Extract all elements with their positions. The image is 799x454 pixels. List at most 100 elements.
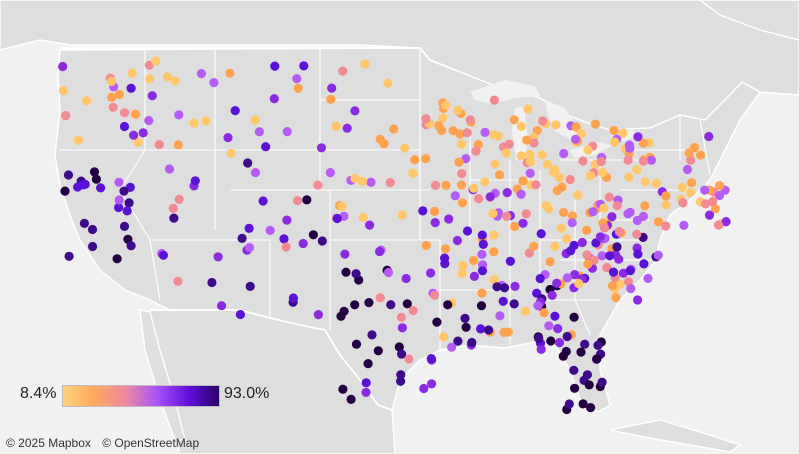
- location-point-444[interactable]: [704, 210, 715, 220]
- location-point-338[interactable]: [610, 137, 620, 147]
- location-point-93[interactable]: [217, 301, 227, 311]
- location-point-89[interactable]: [298, 238, 308, 249]
- location-point-342[interactable]: [576, 129, 586, 139]
- location-point-458[interactable]: [607, 212, 617, 222]
- location-point-82[interactable]: [279, 234, 289, 244]
- location-point-154[interactable]: [363, 359, 373, 369]
- location-point-126[interactable]: [358, 176, 368, 186]
- location-point-22[interactable]: [114, 177, 124, 187]
- location-point-8[interactable]: [73, 135, 83, 145]
- location-point-220[interactable]: [474, 194, 484, 204]
- location-point-203[interactable]: [453, 105, 463, 115]
- location-point-286[interactable]: [499, 283, 510, 293]
- location-point-321[interactable]: [531, 180, 541, 190]
- location-point-104[interactable]: [360, 59, 370, 69]
- location-point-209[interactable]: [525, 157, 536, 167]
- location-point-392[interactable]: [608, 281, 618, 291]
- location-point-282[interactable]: [443, 300, 453, 310]
- location-point-111[interactable]: [350, 106, 360, 116]
- location-point-323[interactable]: [559, 207, 569, 217]
- location-point-336[interactable]: [623, 155, 633, 165]
- location-point-400[interactable]: [633, 295, 643, 305]
- location-point-253[interactable]: [457, 198, 468, 208]
- location-point-490[interactable]: [582, 370, 593, 380]
- location-point-299[interactable]: [477, 288, 487, 298]
- location-point-173[interactable]: [364, 298, 374, 308]
- location-point-206[interactable]: [434, 121, 444, 131]
- location-point-242[interactable]: [450, 191, 460, 201]
- location-point-302[interactable]: [533, 301, 543, 311]
- location-point-339[interactable]: [516, 189, 526, 199]
- location-point-300[interactable]: [495, 311, 505, 321]
- location-point-210[interactable]: [480, 127, 490, 137]
- location-point-316[interactable]: [529, 138, 539, 148]
- location-point-88[interactable]: [317, 236, 327, 246]
- location-point-427[interactable]: [695, 150, 706, 160]
- location-point-169[interactable]: [427, 379, 437, 389]
- location-point-99[interactable]: [313, 310, 323, 320]
- location-point-122[interactable]: [365, 220, 375, 230]
- location-point-121[interactable]: [408, 168, 418, 178]
- location-point-166[interactable]: [404, 354, 414, 364]
- location-point-415[interactable]: [632, 165, 642, 175]
- location-point-445[interactable]: [714, 190, 725, 201]
- location-point-140[interactable]: [426, 268, 436, 278]
- location-point-385[interactable]: [566, 246, 576, 256]
- location-point-44[interactable]: [73, 182, 83, 192]
- location-point-483[interactable]: [576, 347, 586, 357]
- location-point-86[interactable]: [243, 158, 253, 168]
- location-point-47[interactable]: [196, 69, 206, 79]
- location-point-35[interactable]: [89, 167, 100, 177]
- location-point-136[interactable]: [397, 210, 407, 220]
- location-point-100[interactable]: [281, 242, 291, 252]
- location-point-102[interactable]: [158, 250, 168, 260]
- location-point-132[interactable]: [430, 218, 440, 228]
- location-point-43[interactable]: [112, 254, 122, 264]
- data-points-layer[interactable]: [58, 56, 731, 415]
- location-point-71[interactable]: [313, 180, 323, 190]
- location-point-198[interactable]: [501, 148, 511, 158]
- location-point-50[interactable]: [293, 83, 303, 93]
- location-point-434[interactable]: [638, 211, 649, 221]
- location-point-117[interactable]: [410, 155, 420, 165]
- location-point-31[interactable]: [64, 251, 74, 261]
- location-point-270[interactable]: [477, 266, 488, 276]
- location-point-472[interactable]: [614, 254, 624, 264]
- location-point-232[interactable]: [478, 239, 488, 249]
- location-point-317[interactable]: [624, 172, 634, 182]
- location-point-443[interactable]: [713, 220, 724, 230]
- location-point-243[interactable]: [485, 192, 495, 202]
- location-point-180[interactable]: [438, 113, 448, 123]
- location-point-391[interactable]: [567, 218, 577, 228]
- location-point-208[interactable]: [465, 115, 475, 125]
- location-point-414[interactable]: [661, 221, 671, 231]
- location-point-378[interactable]: [562, 234, 572, 244]
- location-point-420[interactable]: [679, 220, 689, 230]
- location-point-288[interactable]: [467, 337, 477, 348]
- location-point-165[interactable]: [397, 349, 407, 359]
- location-point-263[interactable]: [469, 271, 479, 281]
- location-point-482[interactable]: [569, 365, 579, 375]
- location-point-477[interactable]: [632, 229, 642, 239]
- location-point-11[interactable]: [129, 130, 139, 140]
- location-point-230[interactable]: [502, 188, 512, 198]
- location-point-145[interactable]: [396, 370, 406, 380]
- location-point-455[interactable]: [700, 185, 710, 195]
- location-point-20[interactable]: [108, 102, 118, 112]
- location-point-295[interactable]: [553, 324, 563, 334]
- location-point-456[interactable]: [612, 201, 622, 211]
- location-point-27[interactable]: [60, 186, 70, 196]
- location-point-457[interactable]: [661, 191, 671, 201]
- location-point-258[interactable]: [554, 338, 565, 348]
- location-point-470[interactable]: [626, 284, 636, 294]
- location-point-130[interactable]: [358, 212, 368, 223]
- location-point-362[interactable]: [550, 165, 560, 175]
- mapbox-attribution-link[interactable]: © 2025 Mapbox: [6, 436, 91, 450]
- location-point-63[interactable]: [225, 68, 235, 78]
- location-point-191[interactable]: [421, 114, 431, 124]
- location-point-393[interactable]: [582, 250, 592, 260]
- location-point-16[interactable]: [107, 92, 117, 102]
- location-point-429[interactable]: [661, 200, 671, 210]
- location-point-17[interactable]: [131, 109, 141, 119]
- location-point-159[interactable]: [430, 290, 440, 300]
